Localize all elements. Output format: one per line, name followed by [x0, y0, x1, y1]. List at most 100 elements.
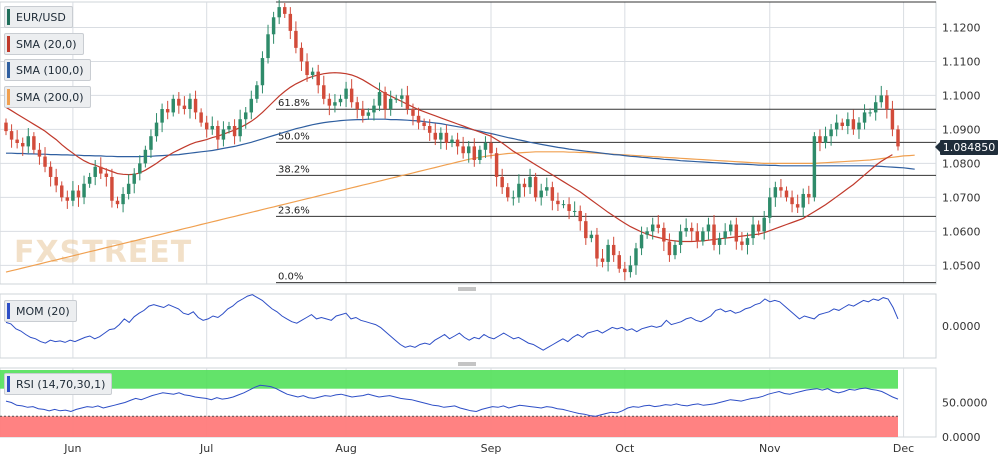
candle-body [567, 204, 571, 211]
candle-body [377, 92, 382, 106]
legend-swatch [7, 36, 10, 52]
candle-body [143, 149, 148, 164]
candle-body [227, 126, 231, 130]
candle-body [729, 224, 733, 232]
candle-body [121, 193, 125, 205]
candle-body [294, 30, 298, 48]
rsi-title: RSI (14,70,30,1) [16, 377, 106, 391]
candle-body [266, 34, 270, 59]
rsi-line [5, 384, 899, 417]
candle-body [751, 224, 755, 239]
candle-body [115, 200, 120, 205]
legend-eurusd[interactable]: EUR/USD [4, 6, 73, 28]
candle-body [762, 217, 766, 232]
price-tick-label: 1.0700 [942, 191, 981, 204]
candle-body [193, 98, 198, 113]
candle-body [650, 224, 655, 232]
candle-body [506, 187, 510, 198]
candle-body [678, 231, 683, 245]
legend-swatch [7, 376, 10, 392]
candle-body [400, 95, 404, 99]
candle-body [87, 176, 92, 184]
sma100-line [6, 118, 915, 170]
candle-body [466, 146, 471, 154]
candle-body [9, 131, 14, 140]
legend-swatch [7, 303, 10, 319]
candle-body [132, 173, 136, 184]
candle-body [322, 85, 326, 99]
rsi-panel-label[interactable]: RSI (14,70,30,1) [4, 373, 113, 395]
price-tick-label: 1.1000 [942, 89, 981, 102]
candle-body [422, 122, 426, 127]
candle-body [533, 176, 538, 198]
mom-panel-label[interactable]: MOM (20) [4, 300, 77, 322]
candle-body [416, 115, 421, 123]
watermark-layer: FXSTREET [14, 235, 191, 270]
candle-body [93, 166, 97, 177]
candle-body [645, 231, 649, 235]
candle-body [249, 98, 254, 113]
candle-body [494, 153, 499, 177]
legend-swatch [7, 89, 10, 105]
candle-body [154, 122, 159, 137]
candle-body [188, 98, 192, 110]
legend-sma20[interactable]: SMA (20,0) [4, 33, 84, 55]
candle-body [857, 122, 861, 130]
candle-body [110, 176, 114, 201]
candle-body [701, 231, 705, 242]
last-price-tag: 1.084850 [935, 140, 998, 155]
candle-body [37, 149, 42, 157]
candle-body [734, 224, 739, 242]
candle-body [32, 136, 36, 150]
candle-body [216, 126, 220, 140]
legend-label: EUR/USD [16, 10, 66, 24]
candle-body [600, 258, 605, 262]
candle-body [60, 185, 64, 198]
candle-body [455, 139, 460, 147]
candle-body [795, 204, 800, 208]
candle-body [238, 119, 242, 137]
candle-body [171, 98, 175, 113]
x-tick-label: Oct [615, 442, 635, 455]
candle-body [773, 187, 778, 198]
candle-body [20, 143, 25, 147]
rsi-overbought-zone [0, 370, 898, 389]
candle-body [712, 224, 716, 245]
sma200-line [5, 151, 915, 273]
candle-body [82, 183, 86, 198]
candle-body [433, 132, 438, 140]
candle-body [260, 58, 265, 86]
candle-body [4, 122, 8, 132]
candle-body [210, 126, 215, 130]
candle-body [65, 197, 70, 201]
candle-body [846, 119, 850, 127]
candle-body [160, 109, 164, 123]
candle-body [595, 234, 599, 259]
candle-body [584, 221, 588, 239]
candle-body [104, 173, 109, 177]
candle-body [885, 95, 889, 110]
candle-body [255, 85, 259, 99]
candle-body [461, 146, 465, 154]
mom-line [5, 294, 899, 351]
candle-body [840, 122, 844, 127]
candle-body [355, 102, 359, 110]
candle-body [48, 166, 53, 177]
candle-body [628, 265, 633, 273]
x-tick-label: Aug [335, 442, 356, 455]
candle-body [54, 176, 58, 186]
mom-title: MOM (20) [16, 304, 70, 318]
fib-level-label: 61.8% [278, 98, 310, 109]
candle-body [361, 109, 365, 116]
candle-body [639, 234, 644, 249]
fib-level-label: 38.2% [278, 164, 310, 175]
legend-sma200[interactable]: SMA (200,0) [4, 86, 91, 108]
legend-sma100[interactable]: SMA (100,0) [4, 59, 91, 81]
candle-body [896, 129, 900, 147]
candle-body [277, 7, 281, 18]
legend-swatch [7, 9, 10, 25]
candle-body [383, 92, 387, 110]
candle-body [310, 71, 315, 76]
candle-body [517, 183, 521, 198]
